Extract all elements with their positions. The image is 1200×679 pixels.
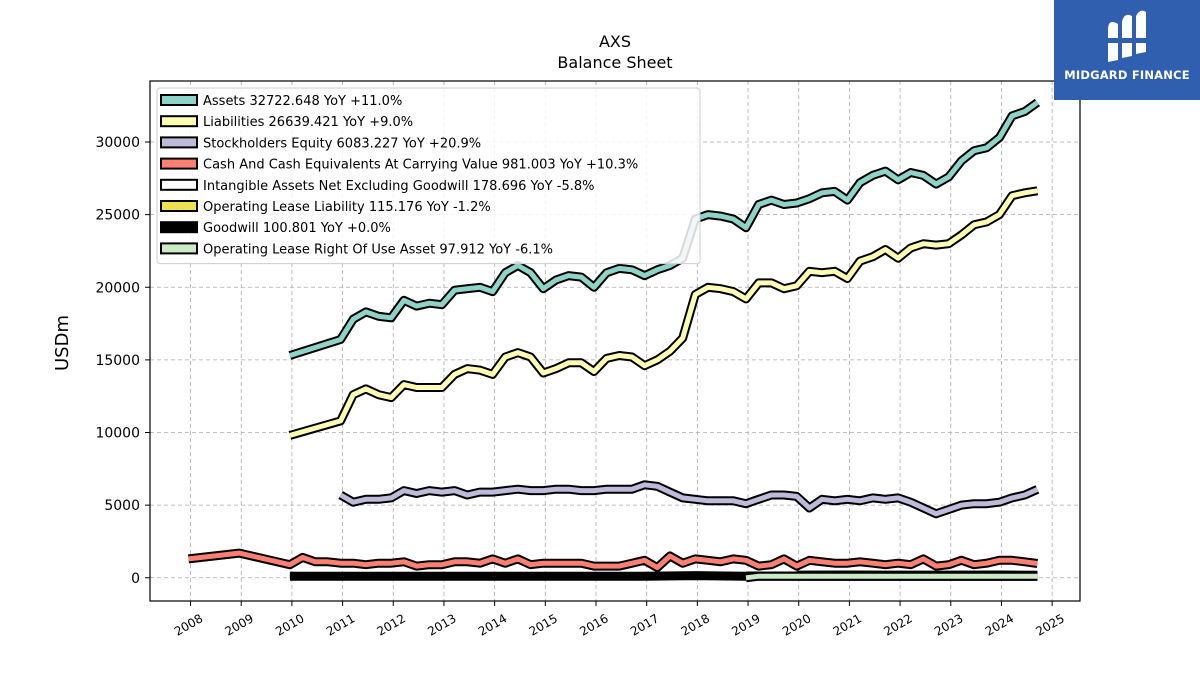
legend-swatch <box>161 201 197 211</box>
legend-entry: Cash And Cash Equivalents At Carrying Va… <box>203 158 638 173</box>
x-tick-label: 2024 <box>983 611 1016 638</box>
x-tick-label: 2019 <box>729 611 762 638</box>
x-tick-label: 2013 <box>425 611 458 638</box>
chart-subtitle: Balance Sheet <box>557 53 672 72</box>
legend-entry: Operating Lease Liability 115.176 YoY -1… <box>203 200 491 215</box>
legend-swatch <box>161 159 197 169</box>
x-tick-label: 2012 <box>375 611 408 638</box>
series-2 <box>341 485 1038 514</box>
logo-badge: MIDGARD FINANCE <box>1054 0 1200 100</box>
midgard-monogram-icon <box>1102 8 1152 68</box>
legend-entry: Liabilities 26639.421 YoY +9.0% <box>203 115 413 130</box>
legend-swatch <box>161 180 197 190</box>
legend-swatch <box>161 222 197 232</box>
series-3 <box>189 553 1038 568</box>
x-tick-label: 2011 <box>324 611 357 638</box>
legend-entry: Stockholders Equity 6083.227 YoY +20.9% <box>203 136 481 151</box>
y-axis-label: USDm <box>52 315 73 371</box>
x-tick-label: 2018 <box>679 611 712 638</box>
y-tick-label: 5000 <box>104 498 140 514</box>
x-tick-label: 2023 <box>932 611 965 638</box>
legend-entry: Assets 32722.648 YoY +11.0% <box>203 94 402 109</box>
legend: Assets 32722.648 YoY +11.0% Liabilities 2… <box>157 88 700 264</box>
y-tick-label: 30000 <box>95 135 140 151</box>
logo-text: MIDGARD FINANCE <box>1054 68 1200 82</box>
y-tick-label: 0 <box>131 571 140 587</box>
x-tick-label: 2010 <box>273 611 306 638</box>
y-tick-label: 10000 <box>95 426 140 442</box>
legend-entry: Operating Lease Right Of Use Asset 97.91… <box>203 242 553 257</box>
x-tick-label: 2017 <box>628 611 661 638</box>
legend-swatch <box>161 137 197 147</box>
legend-entry: Goodwill 100.801 YoY +0.0% <box>203 221 391 236</box>
legend-swatch <box>161 95 197 105</box>
series-line <box>746 576 1037 578</box>
legend-swatch <box>161 116 197 126</box>
x-tick-label: 2009 <box>222 611 255 638</box>
y-tick-label: 20000 <box>95 280 140 296</box>
x-tick-label: 2022 <box>881 611 914 638</box>
y-tick-label: 15000 <box>95 353 140 369</box>
x-tick-label: 2015 <box>527 611 560 638</box>
y-tick-label: 25000 <box>95 208 140 224</box>
x-tick-label: 2008 <box>172 611 205 638</box>
x-tick-label: 2020 <box>780 611 813 638</box>
x-tick-label: 2014 <box>476 611 509 638</box>
x-tick-label: 2021 <box>831 611 864 638</box>
series-7 <box>746 576 1037 578</box>
legend-swatch <box>161 243 197 253</box>
x-tick-label: 2025 <box>1033 611 1066 638</box>
legend-entry: Intangible Assets Net Excluding Goodwill… <box>203 179 594 194</box>
chart-title: AXS <box>599 32 631 51</box>
x-tick-label: 2016 <box>577 611 610 638</box>
